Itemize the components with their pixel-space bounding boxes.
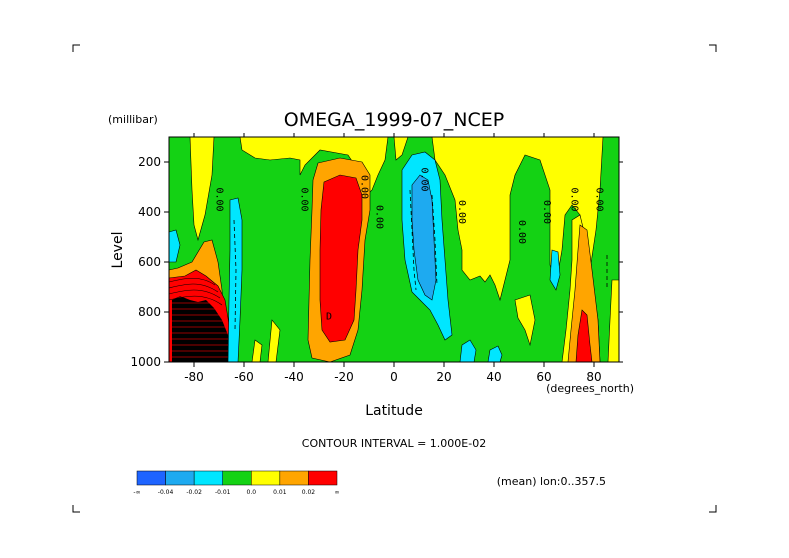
- field-red-subtropic-sh: [319, 174, 363, 343]
- x-tick-label: 80: [586, 370, 601, 384]
- y-axis: 200 400 600 800 1000: [130, 155, 623, 369]
- colorbar-swatch: [279, 470, 309, 486]
- colorbar-label: -0.04: [158, 489, 174, 496]
- colorbar-swatch: [251, 470, 281, 486]
- contour-label: 0.00: [374, 205, 385, 229]
- x-units-label: (degrees_north): [546, 382, 634, 395]
- colorbar-swatch: [136, 470, 166, 486]
- x-tick-label: -80: [184, 370, 204, 384]
- dense-contour-lines: [169, 277, 223, 306]
- y-tick-label: 200: [138, 155, 161, 169]
- y-units-label: (millibar): [108, 113, 158, 126]
- x-axis-title: Latitude: [365, 403, 423, 419]
- field-yellow-90n: [607, 279, 619, 362]
- x-tick-label: -40: [284, 370, 304, 384]
- y-tick-label: 800: [138, 305, 161, 319]
- field-green-base: [169, 137, 619, 362]
- colorbar-swatch: [193, 470, 223, 486]
- x-tick-label: 40: [486, 370, 501, 384]
- contour-label: 0.00: [456, 200, 467, 224]
- contour-label: 0.00: [359, 175, 370, 199]
- x-tick-label: -60: [234, 370, 254, 384]
- negative-contours: [233, 189, 608, 331]
- x-axis: -80 -60 -40 -20 0 20 40 60 80: [184, 133, 602, 384]
- contour-label: 0.00: [214, 187, 225, 211]
- colorbar-label: -0.02: [186, 489, 202, 496]
- field-cyan-55n: [549, 249, 561, 291]
- colorbar: -∞ -0.04 -0.02 -0.01 0.0 0.01 0.02 ∞: [133, 470, 340, 496]
- contour-label: 0.00: [594, 187, 605, 211]
- contour-label: 0.00: [299, 187, 310, 211]
- field-yellow-low-sh2: [251, 339, 263, 362]
- field-yellow-sh-top: [189, 137, 215, 242]
- plot-area: [169, 137, 619, 362]
- field-cyan-eq-low2: [487, 345, 503, 362]
- colorbar-label: 0.02: [302, 489, 316, 496]
- contour-label: D: [326, 312, 332, 323]
- contour-label: 0.00: [541, 200, 552, 224]
- field-cyan-65s: [227, 197, 243, 362]
- x-tick-label: 20: [436, 370, 451, 384]
- field-yellow-subtropic-sh: [239, 137, 389, 201]
- chart-title: OMEGA_1999-07_NCEP: [284, 109, 504, 131]
- x-tick-label: -20: [334, 370, 354, 384]
- y-tick-label: 600: [138, 255, 161, 269]
- x-tick-label: 60: [536, 370, 551, 384]
- colorbar-swatch: [222, 470, 252, 486]
- colorbar-swatch: [165, 470, 195, 486]
- y-axis-title: Level: [110, 232, 126, 269]
- x-tick-label: 0: [390, 370, 398, 384]
- field-dense-contours: [172, 296, 236, 362]
- colorbar-label: ∞: [335, 489, 340, 496]
- field-orange-75n: [567, 224, 601, 362]
- field-yellow-low-sh: [267, 319, 281, 362]
- field-cyan-eq-low: [459, 339, 477, 362]
- y-tick-label: 400: [138, 205, 161, 219]
- colorbar-label: 0.0: [247, 489, 257, 496]
- contour-label: 0.00: [419, 167, 430, 191]
- field-cyan-75s: [169, 229, 181, 263]
- field-yellow-equator-top: [393, 137, 409, 161]
- colorbar-label: 0.01: [273, 489, 287, 496]
- field-yellow-nh-lower: [514, 294, 536, 347]
- colorbar-swatch: [308, 470, 338, 486]
- colorbar-label: -0.01: [215, 489, 231, 496]
- colorbar-label: -∞: [133, 489, 140, 496]
- contour-label: 0.00: [569, 187, 580, 211]
- field-lightblue-equator: [411, 174, 437, 301]
- field-red-75n: [575, 309, 593, 362]
- mean-lon-label: (mean) lon:0..357.5: [497, 475, 606, 488]
- contour-interval-label: CONTOUR INTERVAL = 1.000E-02: [302, 437, 486, 450]
- contour-labels: 0.00 0.00 0.00 0.00 0.00 0.00 0.00 0.00 0.00 0.00…: [214, 167, 605, 322]
- crop-marks: [72, 44, 717, 513]
- y-tick-label: 1000: [130, 355, 161, 369]
- contour-label: 0.00: [516, 220, 527, 244]
